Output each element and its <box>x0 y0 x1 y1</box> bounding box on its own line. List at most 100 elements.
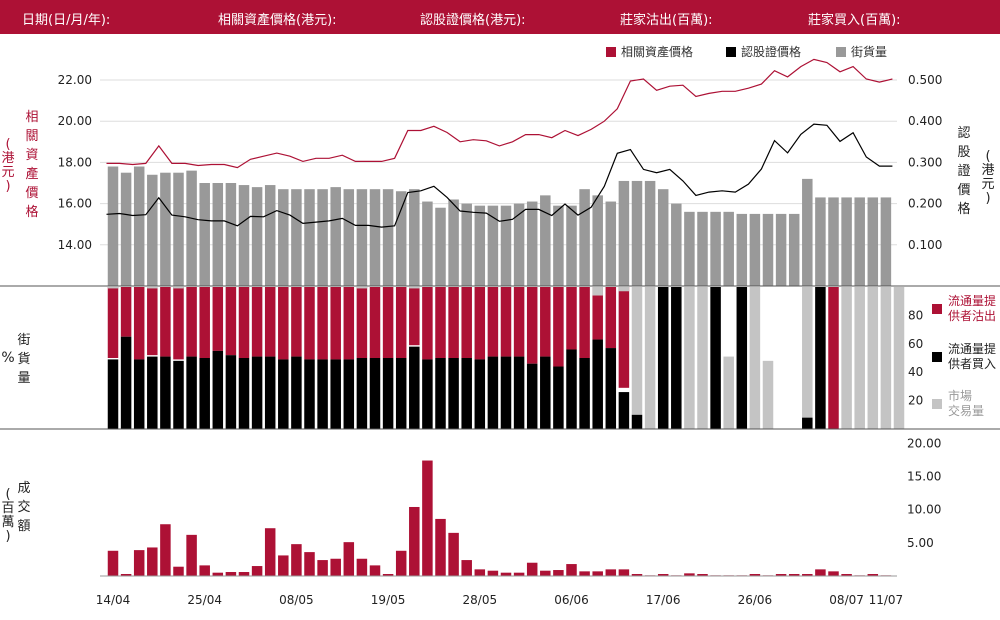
legend-asset-price-label: 相關資產價格 <box>621 45 694 59</box>
middle-tick-label: 60 <box>908 337 923 351</box>
left-bottom-unit-char: ) <box>5 529 11 544</box>
outstanding-bar <box>526 201 538 286</box>
turnover-bar <box>566 564 577 576</box>
turnover-bar <box>500 572 512 576</box>
sell-bar <box>540 287 551 357</box>
x-tick-label: 17/06 <box>646 593 681 607</box>
buy-bar <box>605 348 617 429</box>
left-mid-title-char: 街 <box>17 333 31 348</box>
turnover-bar <box>264 528 276 576</box>
outstanding-bar <box>199 183 210 286</box>
turnover-bar <box>369 565 381 576</box>
outstanding-bar <box>107 166 119 286</box>
outstanding-bar <box>802 178 813 286</box>
turnover-bar <box>107 550 119 576</box>
right-top-unit-char: 元 <box>981 177 995 192</box>
header-asset-price: 相關資產價格(港元): <box>218 13 337 28</box>
right-legend-market-line1: 市場 <box>948 389 973 403</box>
sell-bar <box>579 287 590 358</box>
right-legend-buy: 流通量提 供者買入 <box>932 342 996 372</box>
buy-bar <box>186 356 197 429</box>
turnover-bar <box>474 569 486 576</box>
buy-bar <box>435 358 446 429</box>
sell-bar <box>238 287 250 358</box>
turnover-bar <box>749 574 761 576</box>
outstanding-bar <box>618 180 630 286</box>
x-tick-label: 14/04 <box>96 593 131 607</box>
turnover-bar <box>291 544 302 576</box>
outstanding-bar <box>723 211 734 286</box>
left-bottom-title-char: 成 <box>17 481 31 496</box>
header-mm-sell: 莊家沽出(百萬): <box>620 13 713 28</box>
top-left-tick-label: 16.00 <box>58 197 92 211</box>
right-top-unit-char: 港 <box>981 163 995 178</box>
outstanding-bar <box>815 197 826 286</box>
top-left-tick-label: 22.00 <box>58 73 92 87</box>
buy-bar <box>120 336 132 429</box>
turnover-bar <box>657 574 669 576</box>
outstanding-bar <box>173 172 184 286</box>
outstanding-bar <box>461 203 472 286</box>
sell-bar <box>212 287 224 351</box>
turnover-bar <box>356 558 368 576</box>
turnover-bar <box>147 547 158 576</box>
legend-swatch-red <box>606 47 616 57</box>
sell-bar <box>225 287 237 356</box>
right-legend-sell: 流通量提 供者沽出 <box>932 294 996 324</box>
left-top-title-char: 價 <box>25 186 39 201</box>
outstanding-bar <box>684 211 695 286</box>
buy-bar <box>133 359 145 429</box>
turnover-bar <box>173 566 184 576</box>
x-tick-label: 28/05 <box>463 593 498 607</box>
outstanding-bar <box>395 191 407 286</box>
buy-bar <box>553 366 564 429</box>
sell-bar <box>592 287 603 340</box>
sell-bar <box>199 287 210 358</box>
left-mid-title-char: 量 <box>17 371 31 386</box>
buy-bar <box>409 346 420 429</box>
sell-bar <box>605 287 617 349</box>
outstanding-bar <box>448 199 459 286</box>
buy-bar <box>671 287 682 429</box>
buy-bar <box>107 359 119 429</box>
turnover-bar <box>304 552 315 576</box>
right-top-title-char: 格 <box>957 202 971 217</box>
left-top-unit-char: 港 <box>1 151 15 166</box>
turnover-bar <box>775 574 787 576</box>
sell-bar <box>513 287 525 357</box>
left-axis-title-asset: 相關資產價格 <box>24 108 40 222</box>
legend-asset-price: 相關資產價格 <box>606 43 693 60</box>
buy-bar <box>618 392 630 429</box>
sell-bar <box>553 287 564 367</box>
outstanding-bar <box>880 197 892 286</box>
header-date: 日期(日/月/年): <box>22 13 111 28</box>
bottom-tick-label: 10.00 <box>907 503 941 517</box>
right-legend-buy-line1: 流通量提 <box>948 342 997 356</box>
market-bar <box>409 287 420 289</box>
buy-bar <box>212 350 224 429</box>
outstanding-bar <box>605 201 617 286</box>
buy-bar <box>500 356 512 429</box>
sell-bar <box>382 287 394 358</box>
outstanding-bar <box>500 205 512 286</box>
turnover-bar <box>697 574 708 576</box>
buy-bar <box>815 287 826 429</box>
outstanding-bar <box>474 205 486 286</box>
outstanding-bar <box>147 174 158 286</box>
left-bottom-unit-char: 百 <box>1 501 15 516</box>
outstanding-bar <box>566 205 577 286</box>
middle-tick-label: 80 <box>908 308 923 322</box>
turnover-bar <box>225 572 237 576</box>
outstanding-bar <box>553 205 564 286</box>
turnover-bar <box>395 550 407 576</box>
outstanding-bar <box>579 189 590 286</box>
top-left-tick-label: 18.00 <box>58 155 92 169</box>
buy-bar <box>330 359 341 429</box>
legend-warrant-price-label: 認股證價格 <box>741 45 802 59</box>
buy-bar <box>317 359 328 429</box>
left-bottom-unit-char: ( <box>5 487 11 502</box>
buy-bar <box>592 339 603 429</box>
turnover-bar <box>317 560 328 576</box>
right-top-title-char: 價 <box>957 183 971 198</box>
outstanding-bar <box>356 189 368 286</box>
